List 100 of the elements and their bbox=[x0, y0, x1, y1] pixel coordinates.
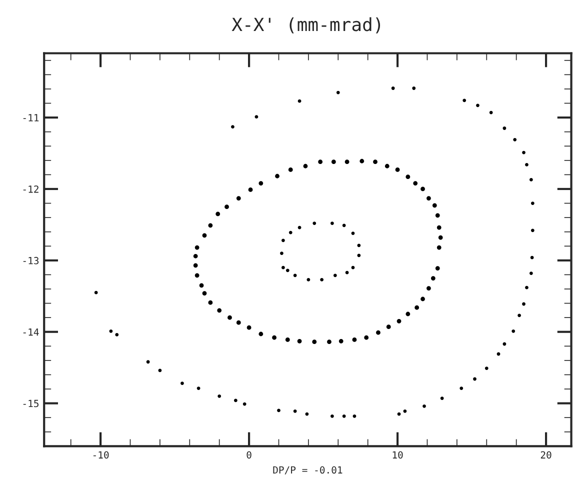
point bbox=[518, 314, 522, 318]
point bbox=[430, 276, 436, 280]
point bbox=[193, 254, 198, 258]
x-tick-label: 10 bbox=[392, 451, 403, 459]
point bbox=[180, 382, 184, 385]
point bbox=[277, 408, 280, 412]
point bbox=[512, 329, 516, 333]
point bbox=[248, 188, 253, 192]
point bbox=[414, 305, 420, 310]
point bbox=[196, 386, 200, 390]
point bbox=[426, 286, 431, 290]
point bbox=[224, 204, 229, 210]
point bbox=[282, 266, 285, 270]
point bbox=[218, 394, 222, 398]
point bbox=[199, 283, 204, 288]
point bbox=[327, 340, 332, 344]
point bbox=[406, 174, 410, 180]
x-axis-title: DP/P = -0.01 bbox=[273, 466, 342, 474]
point bbox=[202, 233, 207, 238]
point bbox=[391, 86, 395, 90]
point bbox=[436, 225, 442, 230]
point bbox=[318, 160, 323, 164]
y-tick-label: -11 bbox=[23, 114, 39, 122]
point bbox=[440, 396, 444, 400]
point bbox=[376, 330, 380, 335]
point bbox=[280, 252, 284, 255]
point bbox=[364, 335, 369, 340]
point bbox=[288, 167, 293, 172]
point bbox=[525, 162, 528, 166]
point bbox=[298, 99, 302, 103]
point bbox=[513, 138, 517, 142]
point bbox=[330, 222, 334, 225]
point bbox=[146, 360, 150, 364]
point bbox=[395, 167, 400, 172]
point bbox=[351, 232, 355, 235]
point bbox=[158, 368, 162, 372]
point bbox=[306, 278, 310, 282]
point bbox=[288, 230, 292, 234]
point bbox=[208, 223, 213, 228]
point bbox=[293, 409, 297, 413]
y-tick-label: -14 bbox=[23, 328, 39, 336]
point bbox=[413, 181, 418, 186]
point bbox=[435, 266, 440, 270]
point bbox=[331, 160, 336, 164]
point bbox=[403, 409, 407, 413]
point bbox=[246, 325, 252, 330]
point bbox=[236, 196, 241, 200]
point bbox=[285, 338, 290, 342]
point bbox=[373, 160, 378, 164]
point bbox=[476, 104, 480, 108]
point bbox=[426, 196, 431, 200]
point bbox=[502, 126, 506, 130]
point bbox=[342, 414, 346, 418]
point bbox=[94, 290, 98, 294]
point bbox=[344, 160, 350, 164]
point bbox=[529, 272, 533, 275]
point bbox=[420, 186, 425, 192]
point bbox=[342, 224, 346, 228]
point bbox=[202, 291, 207, 296]
point bbox=[333, 274, 337, 278]
point bbox=[303, 164, 308, 168]
point bbox=[406, 312, 410, 316]
point bbox=[258, 181, 264, 186]
point bbox=[312, 340, 317, 344]
x-tick-label: 20 bbox=[540, 451, 552, 459]
point bbox=[420, 296, 425, 302]
point bbox=[194, 245, 200, 250]
y-tick-label: -15 bbox=[23, 400, 38, 408]
y-tick-label: -13 bbox=[23, 256, 39, 264]
point bbox=[432, 203, 437, 208]
point bbox=[438, 235, 443, 240]
point bbox=[231, 125, 234, 129]
point bbox=[473, 377, 476, 381]
point bbox=[436, 245, 442, 250]
point bbox=[412, 86, 416, 90]
point bbox=[293, 274, 297, 278]
point bbox=[522, 302, 526, 306]
point bbox=[275, 174, 280, 178]
point bbox=[109, 329, 113, 333]
point bbox=[386, 324, 391, 330]
point bbox=[208, 300, 213, 305]
point bbox=[336, 90, 340, 94]
point bbox=[460, 386, 464, 390]
point bbox=[345, 270, 349, 274]
point bbox=[330, 414, 334, 418]
point bbox=[338, 338, 344, 344]
point bbox=[234, 398, 238, 402]
point bbox=[258, 332, 264, 336]
point bbox=[216, 212, 220, 216]
point bbox=[320, 278, 324, 282]
point bbox=[115, 333, 119, 336]
point bbox=[352, 338, 357, 342]
point bbox=[352, 414, 356, 418]
point bbox=[522, 150, 526, 154]
point bbox=[228, 315, 232, 320]
point bbox=[530, 256, 534, 260]
point bbox=[236, 320, 241, 325]
chart-title: X-X' (mm-mrad) bbox=[232, 17, 380, 34]
point bbox=[396, 318, 402, 324]
point bbox=[282, 238, 285, 242]
